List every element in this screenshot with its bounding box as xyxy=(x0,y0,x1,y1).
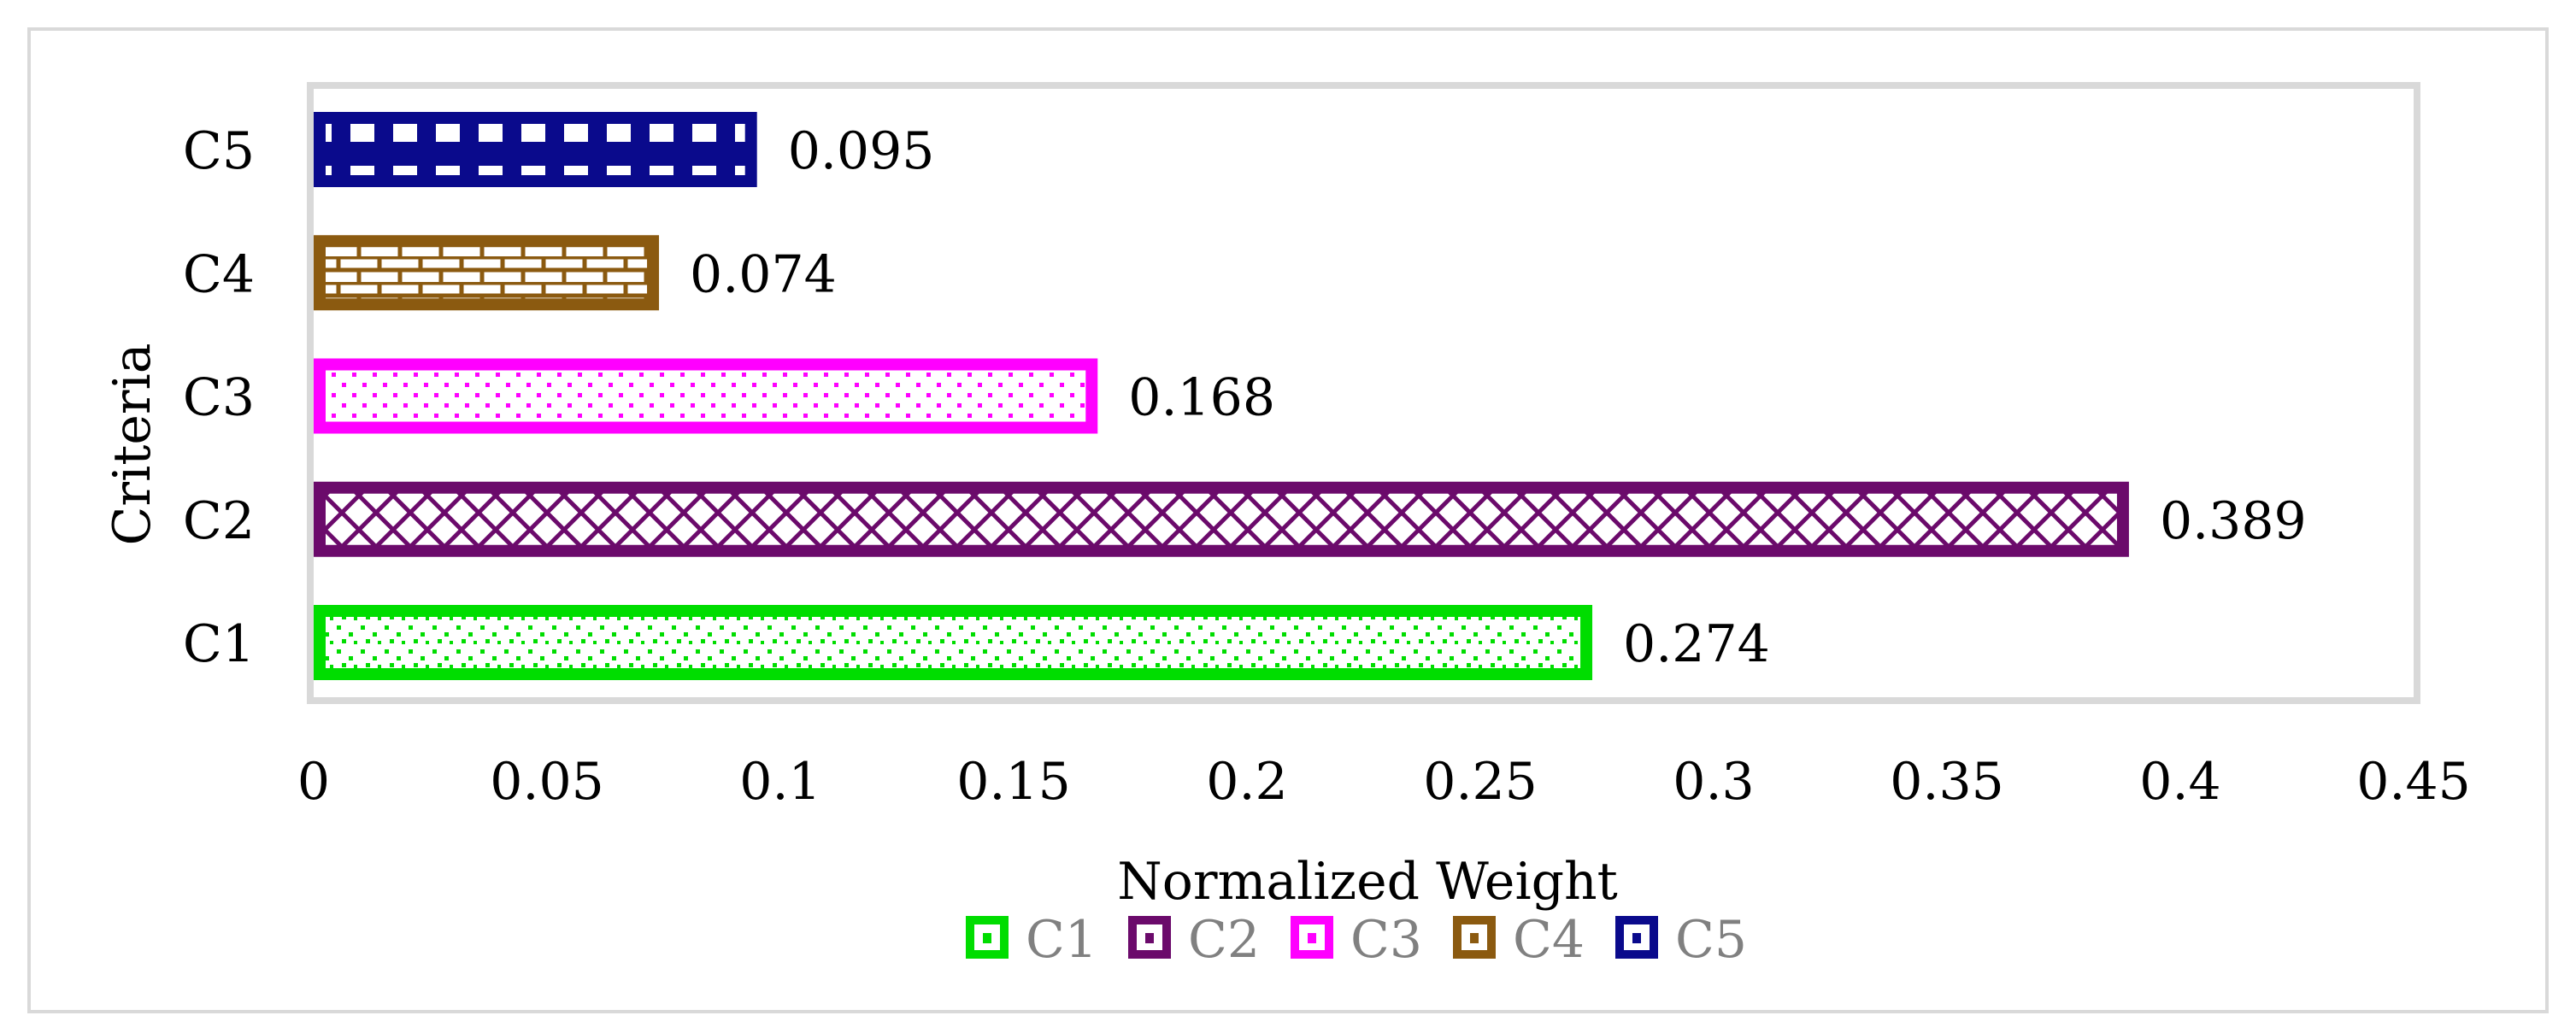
legend-item-c2: C2 xyxy=(1128,910,1260,970)
legend-label: C5 xyxy=(1675,910,1747,970)
x-tick-label: 0 xyxy=(297,752,330,812)
legend-swatch-pattern xyxy=(1470,933,1479,943)
legend-label: C4 xyxy=(1513,910,1585,970)
y-tick-label-c2: C2 xyxy=(183,491,255,551)
legend-swatch-pattern xyxy=(1145,933,1154,943)
legend-item-c4: C4 xyxy=(1453,910,1585,970)
data-label-c4: 0.074 xyxy=(690,244,837,304)
x-tick-label: 0.35 xyxy=(1890,752,2004,812)
x-tick-label: 0.15 xyxy=(956,752,1071,812)
x-tick-label: 0.25 xyxy=(1423,752,1538,812)
data-label-c3: 0.168 xyxy=(1128,368,1275,428)
x-tick-labels: 0 0.05 0.1 0.15 0.2 0.25 0.3 0.35 0.4 0.45 xyxy=(297,752,2471,812)
legend-label: C3 xyxy=(1350,910,1422,970)
bar-c5 xyxy=(314,112,757,187)
legend-swatch-pattern xyxy=(1632,933,1641,943)
bars-layer xyxy=(314,112,2129,680)
x-tick-label: 0.3 xyxy=(1673,752,1754,812)
bar-c2 xyxy=(314,481,2129,557)
y-tick-label-c1: C1 xyxy=(183,614,255,674)
data-label-c1: 0.274 xyxy=(1623,614,1770,674)
x-tick-label: 0.2 xyxy=(1206,752,1287,812)
legend-item-c3: C3 xyxy=(1291,910,1422,970)
y-category-labels: C1 C2 C3 C4 C5 xyxy=(183,121,255,674)
legend: C1 C2 C3 C4 C5 xyxy=(966,910,1747,970)
x-tick-label: 0.05 xyxy=(490,752,604,812)
data-label-c2: 0.389 xyxy=(2160,491,2307,551)
bar-c3 xyxy=(314,358,1098,434)
x-tick-label: 0.1 xyxy=(739,752,820,812)
legend-item-c5: C5 xyxy=(1615,910,1747,970)
y-tick-label-c5: C5 xyxy=(183,121,255,181)
y-axis-label: Criteria xyxy=(103,343,162,545)
plot-area xyxy=(307,82,2420,704)
x-tick-label: 0.45 xyxy=(2356,752,2471,812)
legend-label: C1 xyxy=(1026,910,1097,970)
legend-swatch-pattern xyxy=(1308,933,1316,943)
x-axis-label: Normalized Weight xyxy=(1117,852,1618,912)
x-tick-label: 0.4 xyxy=(2139,752,2220,812)
bar-c4 xyxy=(314,235,660,311)
data-labels-layer: 0.274 0.389 0.168 0.074 0.095 xyxy=(690,121,2307,674)
legend-swatch-pattern xyxy=(983,933,991,943)
y-tick-label-c4: C4 xyxy=(183,244,255,304)
y-tick-label-c3: C3 xyxy=(183,368,255,428)
data-label-c5: 0.095 xyxy=(788,121,935,181)
bar-c1 xyxy=(314,605,1593,680)
legend-item-c1: C1 xyxy=(966,910,1097,970)
chart-frame xyxy=(27,27,2549,1013)
legend-label: C2 xyxy=(1188,910,1260,970)
